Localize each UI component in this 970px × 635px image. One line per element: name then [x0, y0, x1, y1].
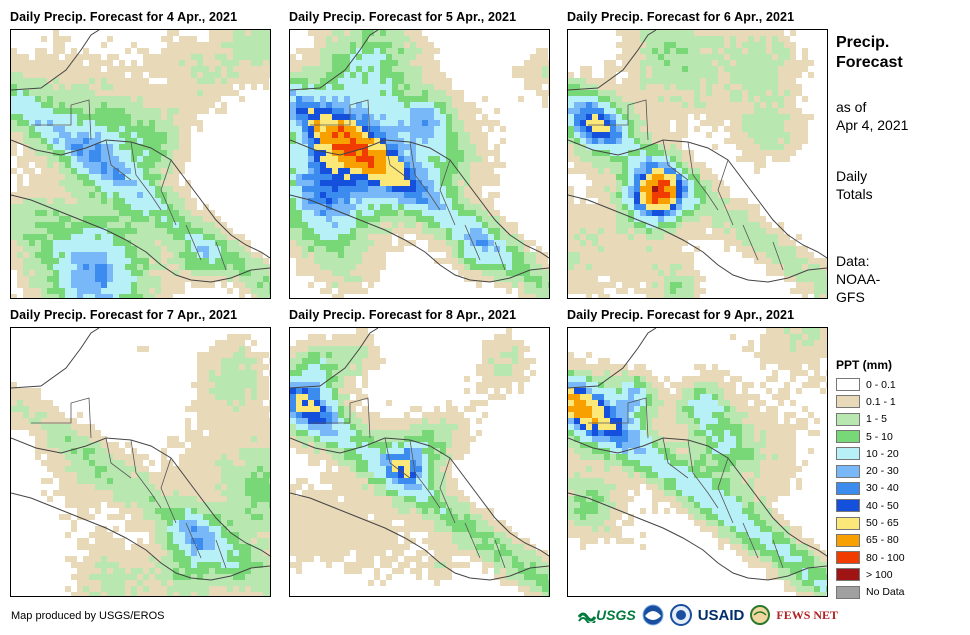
panel-title: Daily Precip. Forecast for 4 Apr., 2021	[10, 10, 238, 24]
legend-item: > 100	[836, 566, 905, 583]
noaa-logo-icon	[642, 604, 664, 626]
side-title-line2: Forecast	[836, 54, 903, 71]
legend-title: PPT (mm)	[836, 358, 893, 372]
precip-map	[289, 29, 550, 299]
legend-swatch	[836, 585, 860, 599]
legend-swatch	[836, 551, 860, 565]
credit-text: Map produced by USGS/EROS	[11, 610, 165, 622]
legend-item: 40 - 50	[836, 497, 905, 514]
legend-label: 0.1 - 1	[866, 395, 896, 408]
data-source-line2: NOAA-	[836, 271, 881, 287]
legend-swatch	[836, 430, 860, 444]
precip-map	[567, 29, 828, 299]
map-svg	[290, 30, 549, 298]
legend-label: 80 - 100	[866, 551, 905, 564]
usgs-wave-icon	[578, 612, 596, 623]
legend-item: 80 - 100	[836, 549, 905, 566]
legend-swatch	[836, 481, 860, 495]
legend-label: 40 - 50	[866, 499, 899, 512]
legend-swatch	[836, 568, 860, 582]
map-svg	[290, 328, 549, 596]
legend-label: 1 - 5	[866, 413, 888, 426]
panel-title: Daily Precip. Forecast for 5 Apr., 2021	[289, 10, 517, 24]
legend-label: 30 - 40	[866, 482, 899, 495]
daily-totals-label: Daily Totals	[836, 167, 873, 203]
country-borders	[588, 397, 784, 569]
totals-label: Totals	[836, 186, 873, 202]
legend-item: 0.1 - 1	[836, 393, 905, 410]
precip-map	[10, 327, 271, 597]
panel-title: Daily Precip. Forecast for 7 Apr., 2021	[10, 308, 238, 322]
legend-label: 65 - 80	[866, 534, 899, 547]
fewsnet-logo-text: FEWS NET	[776, 607, 839, 622]
daily-label: Daily	[836, 168, 868, 184]
legend-swatch	[836, 447, 860, 461]
legend-label: > 100	[866, 568, 893, 581]
data-source: Data: NOAA- GFS	[836, 252, 880, 306]
precip-map	[10, 29, 271, 299]
legend-item: 20 - 30	[836, 462, 905, 479]
legend-item: 30 - 40	[836, 480, 905, 497]
dos-seal-icon	[669, 604, 692, 626]
data-source-line3: GFS	[836, 289, 865, 305]
legend-label: 50 - 65	[866, 517, 899, 530]
map-svg	[568, 328, 827, 596]
legend-item: 65 - 80	[836, 532, 905, 549]
country-borders	[31, 99, 227, 271]
usgs-logo: USGS	[578, 607, 636, 623]
data-source-label: Data:	[836, 253, 870, 269]
panel-title: Daily Precip. Forecast for 6 Apr., 2021	[567, 10, 795, 24]
country-borders	[31, 397, 227, 569]
country-borders	[310, 99, 506, 271]
panel-title: Daily Precip. Forecast for 9 Apr., 2021	[567, 308, 795, 322]
map-svg	[568, 30, 827, 298]
map-svg	[11, 328, 270, 596]
map-svg	[11, 30, 270, 298]
country-borders	[310, 397, 506, 569]
legend-swatch	[836, 464, 860, 478]
usaid-logo-text: USAID	[697, 606, 745, 624]
legend-swatch	[836, 412, 860, 426]
panel-title: Daily Precip. Forecast for 8 Apr., 2021	[289, 308, 517, 322]
legend-swatch	[836, 395, 860, 409]
legend-item: 5 - 10	[836, 428, 905, 445]
legend-item: 1 - 5	[836, 411, 905, 428]
as-of-value: Apr 4, 2021	[836, 117, 909, 133]
legend-swatch	[836, 516, 860, 530]
legend-label: 20 - 30	[866, 465, 899, 478]
precip-map	[289, 327, 550, 597]
agency-logos: USGS USAID FEWS NET	[578, 603, 838, 627]
precip-legend: PPT (mm) 0 - 0.1 0.1 - 1 1 - 5 5 - 10 10 - 2…	[836, 358, 905, 601]
legend-item: 10 - 20	[836, 445, 905, 462]
legend-label: No Data	[866, 586, 905, 599]
legend-swatch	[836, 499, 860, 513]
precip-map	[567, 327, 828, 597]
usaid-logo: USAID	[698, 607, 745, 624]
legend-item: No Data	[836, 584, 905, 601]
usgs-logo-text: USGS	[596, 607, 636, 623]
side-title: Precip. Forecast	[836, 33, 903, 73]
country-borders	[588, 99, 784, 271]
legend-item: 50 - 65	[836, 514, 905, 531]
legend-label: 5 - 10	[866, 430, 893, 443]
as-of-date: as of Apr 4, 2021	[836, 98, 908, 134]
legend-item: 0 - 0.1	[836, 376, 905, 393]
side-title-line1: Precip.	[836, 34, 890, 51]
as-of-label: as of	[836, 99, 867, 115]
legend-label: 10 - 20	[866, 447, 899, 460]
legend-swatch	[836, 533, 860, 547]
legend-items: 0 - 0.1 0.1 - 1 1 - 5 5 - 10 10 - 20 20 - 30 3…	[836, 376, 905, 601]
legend-swatch	[836, 378, 860, 392]
legend-label: 0 - 0.1	[866, 378, 896, 391]
fewsnet-globe-icon	[750, 605, 771, 625]
fewsnet-logo: FEWS NET	[776, 608, 838, 623]
